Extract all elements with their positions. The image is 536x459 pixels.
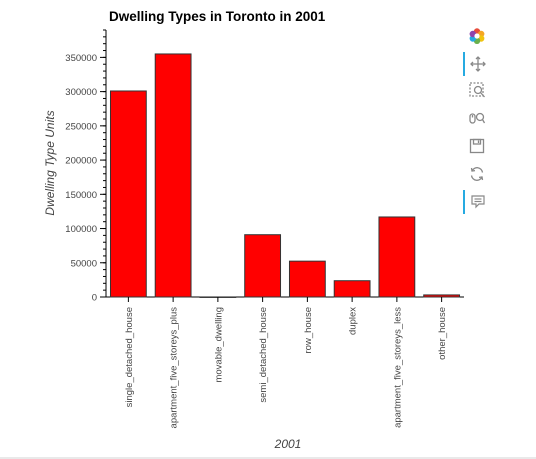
bar-apartment_five_storeys_plus [154, 53, 192, 298]
hover-icon[interactable] [463, 190, 491, 214]
x-tick-label: duplex [348, 307, 359, 335]
bar-row_house [288, 260, 326, 298]
x-tick-label: single_detached_house [124, 307, 135, 407]
bar-other_house [423, 294, 461, 298]
x-tick-label: row_house [303, 307, 314, 353]
y-axis-label: Dwelling Type Units [43, 110, 57, 215]
y-tick-label: 350000 [65, 53, 97, 64]
x-tick-label: apartment_five_storeys_plus [169, 307, 180, 429]
box-zoom-icon[interactable] [463, 78, 491, 102]
y-tick-label: 150000 [65, 190, 97, 201]
x-tick-label: other_house [437, 307, 448, 360]
pan-icon[interactable] [463, 52, 491, 76]
bar-single_detached_house [109, 90, 147, 298]
y-tick-label: 300000 [65, 87, 97, 98]
y-tick-label: 200000 [65, 156, 97, 167]
y-tick-label: 100000 [65, 224, 97, 235]
bar-apartment_five_storeys_less [378, 216, 416, 298]
reset-icon[interactable] [463, 162, 491, 186]
y-tick-label: 250000 [65, 121, 97, 132]
bokeh-logo-icon[interactable] [463, 24, 491, 48]
x-axis-ticks: single_detached_house apartment_five_stor… [124, 297, 448, 428]
bar-semi_detached_house [244, 234, 282, 298]
wheel-zoom-icon[interactable] [463, 106, 491, 130]
y-axis-ticks: 0 50000 100000 150000 200000 250000 300000 3500… [65, 29, 106, 304]
y-tick-label: 0 [92, 293, 97, 304]
bars [109, 53, 461, 298]
save-icon[interactable] [463, 134, 491, 158]
x-tick-label: movable_dwelling [213, 307, 224, 383]
bar-duplex [333, 280, 371, 298]
x-tick-label: apartment_five_storeys_less [392, 307, 403, 428]
x-tick-label: semi_detached_house [258, 307, 269, 403]
page-divider [0, 457, 536, 459]
chart-title: Dwelling Types in Toronto in 2001 [109, 9, 326, 24]
x-axis-label: 2001 [274, 437, 302, 451]
y-tick-label: 50000 [71, 258, 97, 269]
